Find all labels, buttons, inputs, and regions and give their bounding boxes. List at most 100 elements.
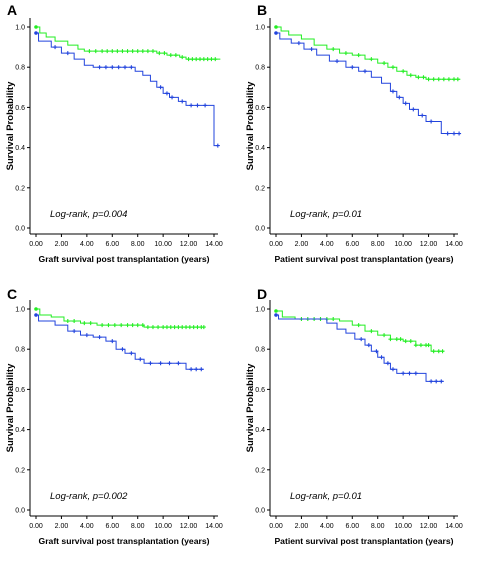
censor-mark-green [431,349,436,354]
censor-mark-green [130,323,135,328]
censor-mark-green [382,61,387,66]
x-tick-label: 12.00 [420,241,438,248]
censor-mark-green [416,75,421,80]
censor-mark-green [331,47,336,52]
x-tick-label: 0.00 [29,523,43,530]
censor-mark-blue [123,65,127,70]
censor-mark-blue [65,51,70,56]
y-tick-label: 0.6 [15,387,25,394]
y-axis-label: Survival Probability [245,81,256,170]
censor-mark-blue [72,329,77,334]
survival-curve-green [276,310,444,352]
censor-mark-green [455,77,460,82]
censor-mark-blue [110,65,115,70]
x-axis-label: Graft survival post transplantation (yea… [39,536,210,546]
censor-mark-blue [158,361,163,366]
y-tick-label: 0.0 [255,508,265,515]
censor-mark-green [201,57,206,62]
censor-mark-blue [374,349,379,354]
censor-mark-green [413,343,418,348]
start-point-green [274,309,278,313]
censor-mark-green [105,49,110,54]
censor-mark-green [441,77,446,82]
y-tick-label: 1.0 [255,25,265,32]
chart-panel-b: B 0.0 0.2 0.4 0.6 0.8 1.0 0.00 2.00 4.00 6.00 8.00… [240,0,480,282]
censor-mark-green [394,337,399,342]
censor-mark-green [135,323,140,328]
censor-mark-blue [403,101,408,106]
censor-mark-blue [445,131,450,136]
x-tick-label: 4.00 [80,241,94,248]
censor-mark-green [209,57,214,62]
censor-mark-blue [129,351,134,356]
censor-mark-blue [158,85,163,90]
censor-mark-green [331,317,336,322]
censor-mark-green [195,325,200,330]
y-tick-label: 0.8 [15,65,25,72]
censor-mark-green [100,49,105,54]
censor-mark-green [88,321,93,326]
censor-mark-green [408,339,413,344]
censor-mark-green [157,51,162,56]
censor-mark-blue [411,107,416,112]
censor-mark-green [369,329,374,334]
survival-curve-blue [36,314,204,370]
censor-mark-blue [359,337,364,342]
start-point-blue [274,313,278,317]
censor-mark-green [130,49,135,54]
censor-mark-green [356,53,361,58]
x-tick-label: 4.00 [80,523,94,530]
survival-curve-green [36,26,221,60]
x-tick-label: 2.00 [55,523,69,530]
censor-mark-green [135,49,140,54]
start-point-blue [34,31,38,35]
y-tick-label: 0.2 [255,467,265,474]
censor-mark-blue [97,335,102,340]
y-tick-label: 0.4 [15,145,25,152]
censor-mark-blue [390,367,395,372]
survival-curve-green [36,308,204,328]
censor-mark-green [440,349,445,354]
y-tick-label: 0.8 [15,347,25,354]
panel-letter: A [7,2,18,18]
x-tick-label: 10.00 [154,523,172,530]
censor-mark-blue [429,119,434,124]
panel-letter: D [257,286,268,302]
censor-mark-green [119,323,124,328]
start-point-blue [34,313,38,317]
x-tick-label: 6.00 [345,241,359,248]
y-tick-label: 1.0 [15,25,25,32]
x-tick-label: 8.00 [371,241,385,248]
censor-mark-blue [407,371,412,376]
censor-mark-blue [148,361,153,366]
censor-mark-blue [413,371,418,376]
censor-mark-blue [97,65,102,70]
x-tick-label: 14.00 [445,241,463,248]
censor-mark-green [150,49,155,54]
x-tick-label: 6.00 [105,241,119,248]
censor-mark-green [120,49,125,54]
start-point-green [274,25,278,29]
censor-mark-green [168,53,173,58]
y-tick-label: 0.0 [15,508,25,515]
censor-mark-green [106,323,111,328]
censor-mark-green [72,319,77,324]
start-point-blue [274,31,278,35]
censor-mark-blue [379,355,384,360]
y-tick-label: 0.6 [255,105,265,112]
censor-mark-green [421,75,426,80]
start-point-green [34,307,38,311]
y-tick-label: 0.4 [255,145,265,152]
x-tick-label: 10.00 [394,241,412,248]
censor-mark-green [426,343,431,348]
censor-mark-blue [103,65,108,70]
censor-mark-blue [363,69,367,74]
x-tick-label: 4.00 [320,241,334,248]
censor-mark-green [452,77,456,82]
censor-mark-blue [176,361,181,366]
x-axis-label: Graft survival post transplantation (yea… [39,254,210,264]
log-rank-annotation: Log-rank, p=0.004 [50,209,127,220]
y-tick-label: 0.2 [15,185,25,192]
censor-mark-green [446,77,451,82]
censor-mark-green [436,77,441,82]
